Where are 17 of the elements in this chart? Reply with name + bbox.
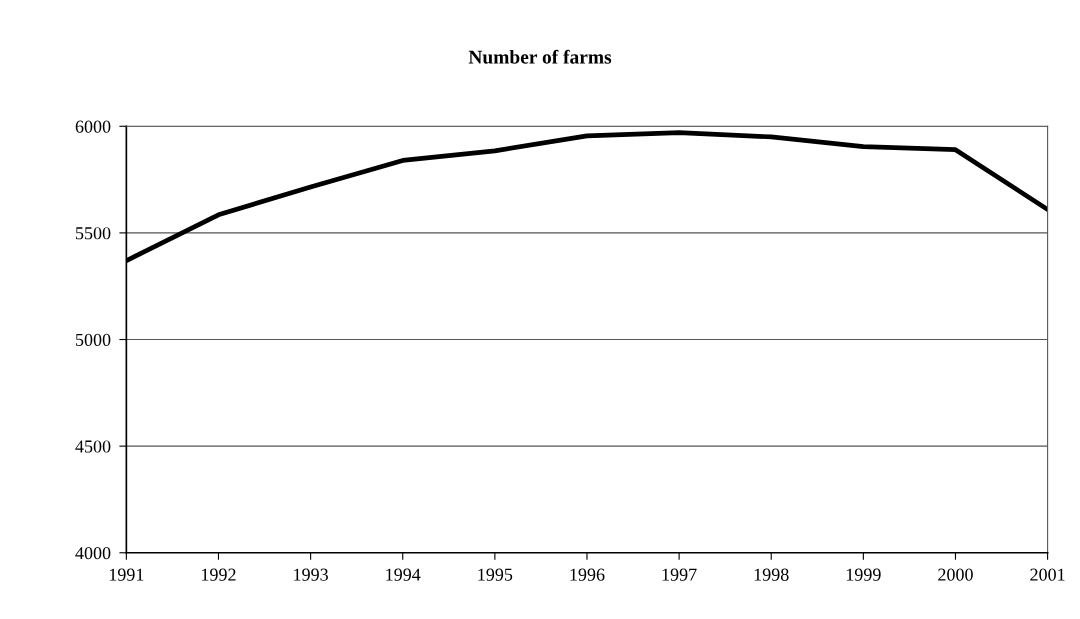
x-tick-label: 1999 xyxy=(846,568,881,581)
chart-title: Number of farms xyxy=(468,49,612,64)
x-tick-label: 2000 xyxy=(938,568,973,581)
x-tick-label: 1998 xyxy=(754,568,789,581)
x-tick-label: 1995 xyxy=(478,568,513,581)
x-tick-label: 1993 xyxy=(294,568,328,581)
x-tick-label: 2001 xyxy=(1030,568,1065,581)
x-tick-label: 1996 xyxy=(570,568,605,581)
x-tick-label: 1991 xyxy=(109,568,144,581)
x-tick-label: 1997 xyxy=(662,568,697,581)
y-tick-label: 6000 xyxy=(75,120,111,133)
x-tick-label: 1994 xyxy=(386,568,421,581)
y-tick-label: 5500 xyxy=(76,227,111,240)
y-tick-label: 4500 xyxy=(75,440,111,453)
y-tick-label: 5000 xyxy=(76,333,111,346)
y-tick-label: 4000 xyxy=(75,547,111,560)
x-tick-label: 1992 xyxy=(202,568,236,581)
